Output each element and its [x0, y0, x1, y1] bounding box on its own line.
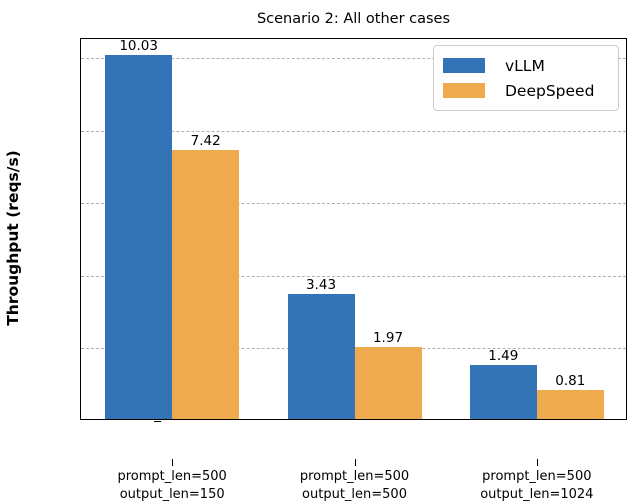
x-tick-label-line: prompt_len=500 — [117, 469, 227, 484]
x-tick-label-line: prompt_len=500 — [482, 469, 592, 484]
x-tick-mark — [354, 459, 356, 466]
x-tick-label-line: output_len=500 — [302, 487, 407, 502]
bar-value-label: 1.49 — [488, 347, 519, 364]
gridline — [81, 57, 626, 59]
x-tick-label: prompt_len=500 output_len=500 — [255, 468, 455, 504]
legend-label-vllm: vLLM — [505, 56, 545, 75]
x-tick-label-line: output_len=1024 — [480, 487, 594, 502]
y-tick-mark — [154, 421, 161, 422]
chart-figure: Scenario 2: All other cases Throughput (… — [4, 11, 627, 502]
gridline — [81, 275, 626, 277]
bar-vllm-group3 — [469, 364, 537, 419]
chart-title: Scenario 2: All other cases — [256, 11, 451, 27]
legend-swatch-vllm — [443, 58, 485, 73]
chart-legend[interactable]: vLLM DeepSpeed — [433, 45, 619, 111]
bar-value-label: 3.43 — [305, 277, 337, 294]
x-tick-label-line: output_len=150 — [119, 487, 225, 502]
bar-value-label: 1.97 — [372, 330, 404, 347]
x-tick-mark — [172, 459, 174, 466]
y-axis-label: Throughput (reqs/s) — [4, 150, 22, 326]
bar-value-label: 7.42 — [190, 132, 221, 149]
x-tick-label: prompt_len=500 output_len=150 — [72, 468, 272, 504]
legend-item-vllm[interactable]: vLLM — [443, 53, 608, 78]
x-tick-label-line: prompt_len=500 — [299, 469, 410, 484]
bar-vllm-group1 — [105, 54, 173, 419]
bar-vllm-group2 — [287, 294, 355, 419]
bar-value-label: 0.81 — [555, 372, 586, 389]
gridline — [81, 203, 626, 205]
x-tick-label: prompt_len=500 output_len=1024 — [437, 468, 637, 504]
bar-deepspeed-group3 — [536, 389, 604, 419]
legend-label-deepspeed: DeepSpeed — [505, 81, 595, 100]
bar-deepspeed-group1 — [172, 149, 240, 419]
x-tick-mark — [536, 459, 538, 466]
legend-item-deepspeed[interactable]: DeepSpeed — [443, 78, 608, 103]
legend-swatch-deepspeed — [443, 83, 485, 98]
gridline — [81, 130, 626, 132]
bar-value-label: 10.03 — [119, 37, 158, 54]
bar-deepspeed-group2 — [354, 347, 422, 419]
